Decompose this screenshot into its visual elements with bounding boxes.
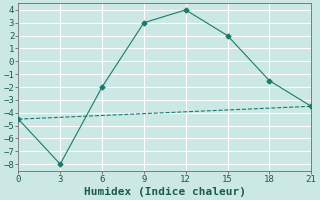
X-axis label: Humidex (Indice chaleur): Humidex (Indice chaleur): [84, 186, 246, 197]
